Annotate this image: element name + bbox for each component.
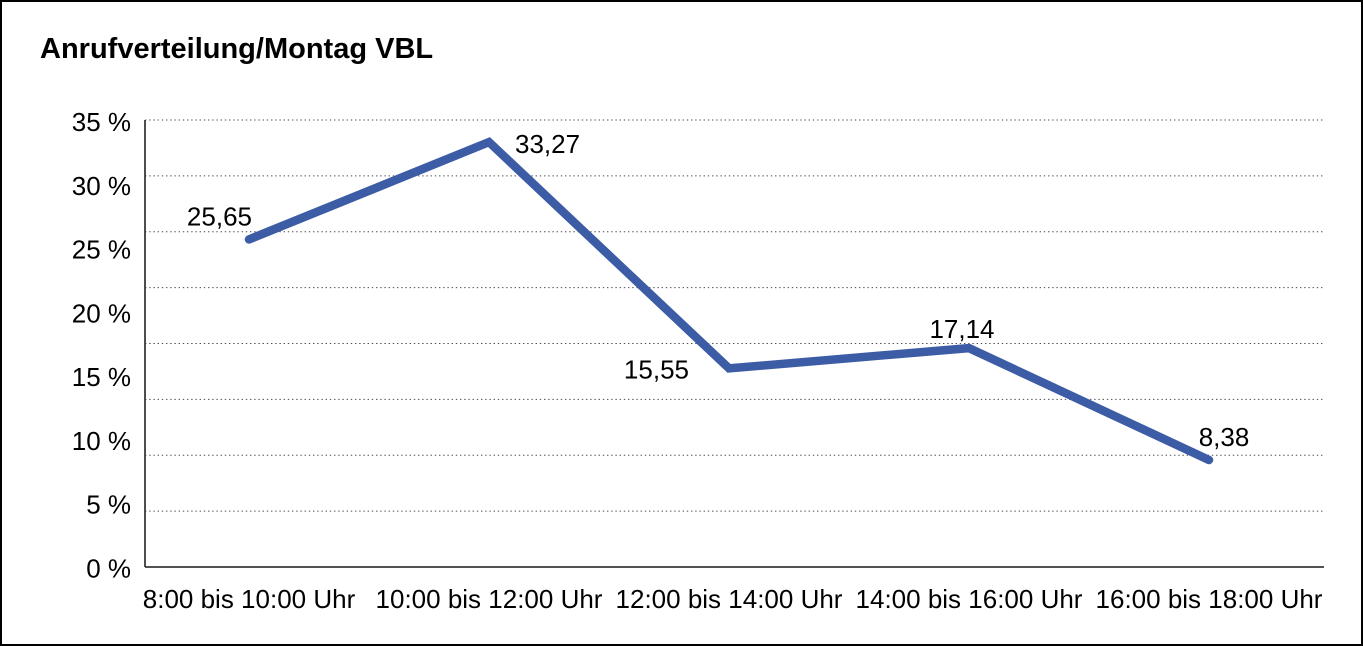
chart-title: Anrufverteilung/Montag VBL bbox=[40, 33, 434, 65]
x-tick-label: 10:00 bis 12:00 Uhr bbox=[376, 584, 603, 614]
data-point-label: 8,38 bbox=[1199, 422, 1250, 452]
data-point-label: 33,27 bbox=[515, 129, 580, 159]
y-tick-label: 30 % bbox=[72, 171, 131, 201]
y-tick-label: 10 % bbox=[72, 426, 131, 456]
x-tick-label: 16:00 bis 18:00 Uhr bbox=[1096, 584, 1323, 614]
data-point-label: 17,14 bbox=[929, 314, 994, 344]
y-tick-label: 20 % bbox=[72, 298, 131, 328]
data-line bbox=[244, 137, 1214, 465]
y-tick-label: 0 % bbox=[86, 553, 131, 583]
data-point-label: 25,65 bbox=[187, 201, 252, 231]
y-tick-label: 5 % bbox=[86, 490, 131, 520]
y-tick-label: 25 % bbox=[72, 235, 131, 265]
y-tick-label: 35 % bbox=[72, 107, 131, 137]
x-tick-label: 14:00 bis 16:00 Uhr bbox=[856, 584, 1083, 614]
x-tick-label: 8:00 bis 10:00 Uhr bbox=[143, 584, 356, 614]
data-point-label: 15,55 bbox=[624, 354, 689, 384]
x-tick-label: 12:00 bis 14:00 Uhr bbox=[616, 584, 843, 614]
y-tick-label: 15 % bbox=[72, 362, 131, 392]
